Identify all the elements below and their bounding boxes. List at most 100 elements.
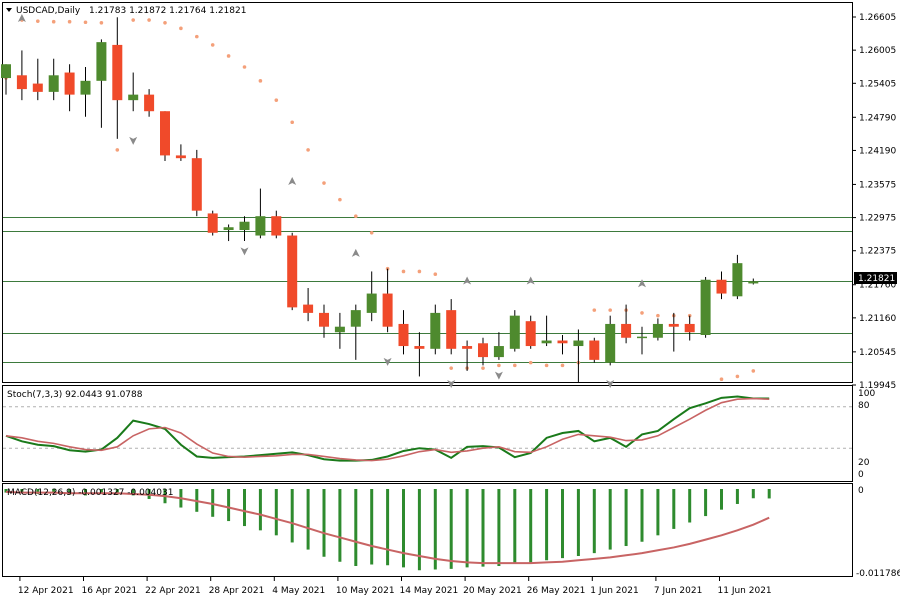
candle-body bbox=[334, 326, 345, 333]
x-tick-label: 12 Apr 2021 bbox=[18, 586, 74, 596]
sar-dot bbox=[481, 366, 485, 370]
candle-body bbox=[621, 323, 632, 338]
sar-dot bbox=[131, 18, 135, 22]
dropdown-arrow-icon[interactable] bbox=[6, 8, 12, 12]
candle-body bbox=[478, 343, 488, 358]
candle-body bbox=[1, 64, 11, 79]
macd-label: MACD(12,26,9) -0.001327 -0.004031 bbox=[7, 488, 173, 498]
stoch-tick-80: 80 bbox=[858, 401, 870, 411]
price-tick-label: 1.26605 bbox=[859, 13, 896, 23]
candle-body bbox=[175, 155, 186, 159]
sar-dot bbox=[242, 65, 247, 69]
sar-dot bbox=[306, 148, 310, 152]
sar-dot bbox=[513, 363, 517, 368]
stoch-tick-20: 20 bbox=[858, 458, 870, 468]
sar-dot bbox=[497, 363, 501, 368]
sar-dot bbox=[640, 311, 644, 315]
fractal-down-icon bbox=[383, 357, 392, 366]
fractal-up-icon bbox=[351, 248, 360, 257]
candle-body bbox=[32, 83, 43, 92]
candle-body bbox=[462, 346, 473, 349]
x-tick-label: 4 May 2021 bbox=[272, 586, 325, 596]
candle-body bbox=[255, 216, 266, 236]
candle-body bbox=[319, 312, 329, 327]
sar-dot bbox=[354, 214, 358, 218]
sar-dot bbox=[67, 19, 72, 24]
sar-dot bbox=[449, 366, 454, 370]
candle-body bbox=[509, 315, 520, 349]
price-tick-label: 1.22375 bbox=[859, 247, 896, 257]
stoch-signal-line bbox=[5, 397, 770, 462]
x-tick-label: 22 Apr 2021 bbox=[145, 586, 201, 596]
candle-body bbox=[382, 293, 393, 327]
candle-body bbox=[191, 158, 202, 211]
candle-body bbox=[287, 235, 298, 308]
x-tick-label: 14 May 2021 bbox=[400, 586, 459, 596]
price-tick-label: 1.22975 bbox=[859, 214, 896, 224]
sar-dot bbox=[528, 360, 533, 365]
sar-dot bbox=[83, 20, 88, 25]
sar-dot bbox=[226, 54, 231, 58]
candle-body bbox=[64, 72, 75, 95]
sar-dot bbox=[163, 21, 167, 25]
candle-body bbox=[430, 312, 441, 349]
candle-body bbox=[541, 340, 552, 344]
price-tick-label: 1.21160 bbox=[859, 314, 896, 324]
x-tick-label: 1 Jun 2021 bbox=[590, 586, 638, 596]
chart-ohlc: 1.21783 1.21872 1.21764 1.21821 bbox=[89, 6, 246, 16]
candle-body bbox=[716, 279, 727, 294]
candle-body bbox=[128, 94, 139, 101]
fractal-up-icon bbox=[463, 276, 472, 285]
sar-dot bbox=[290, 120, 295, 125]
fractal-up-icon bbox=[17, 14, 26, 23]
candle-body bbox=[303, 304, 314, 313]
sar-dot bbox=[751, 369, 756, 373]
candle-body bbox=[589, 340, 600, 360]
price-tick-label: 1.23575 bbox=[859, 180, 896, 190]
candle-body bbox=[732, 263, 743, 297]
sar-dot bbox=[147, 18, 151, 22]
price-tick-label: 1.25405 bbox=[859, 79, 896, 89]
current-price-tag bbox=[854, 272, 897, 284]
candle-body bbox=[446, 310, 457, 349]
candle-body bbox=[573, 340, 584, 347]
fractal-down-icon bbox=[494, 371, 503, 380]
sar-dot bbox=[274, 98, 279, 102]
fractal-down-icon bbox=[606, 379, 615, 388]
sar-dot bbox=[115, 148, 120, 152]
x-tick-label: 26 May 2021 bbox=[527, 586, 586, 596]
macd-tick-zero: 0 bbox=[858, 486, 864, 496]
stoch-tick-100: 100 bbox=[858, 389, 875, 399]
candle-body bbox=[144, 94, 155, 112]
x-tick-label: 28 Apr 2021 bbox=[209, 586, 265, 596]
price-tick-label: 1.20545 bbox=[859, 348, 896, 358]
price-tick-label: 1.21760 bbox=[859, 281, 896, 291]
candle-body bbox=[684, 323, 695, 333]
sar-dot bbox=[608, 308, 612, 312]
fractal-up-icon bbox=[526, 276, 535, 285]
sar-dot bbox=[99, 21, 104, 25]
x-tick-label: 10 May 2021 bbox=[336, 586, 395, 596]
candle-body bbox=[271, 216, 282, 236]
candle-body bbox=[398, 323, 409, 347]
candle-body bbox=[414, 346, 425, 349]
current-price-label: 1.21821 bbox=[858, 274, 895, 284]
sar-dot bbox=[417, 269, 422, 274]
candle-body bbox=[96, 42, 107, 81]
sar-dot bbox=[179, 26, 183, 31]
candle-body bbox=[350, 310, 361, 327]
candle-body bbox=[637, 336, 647, 339]
candle-body bbox=[80, 80, 91, 95]
sar-dot bbox=[195, 34, 199, 39]
price-tick-label: 1.24190 bbox=[859, 146, 896, 156]
candle-body bbox=[700, 279, 711, 335]
stoch-tick-0: 0 bbox=[858, 470, 864, 480]
stoch-main-line bbox=[5, 395, 770, 462]
fractal-down-icon bbox=[447, 379, 456, 388]
candle-body bbox=[112, 44, 123, 101]
candle-body bbox=[223, 227, 234, 231]
macd-tick-min: -0.011786 bbox=[856, 569, 900, 579]
candle-body bbox=[239, 221, 250, 231]
sar-dot bbox=[258, 79, 263, 83]
